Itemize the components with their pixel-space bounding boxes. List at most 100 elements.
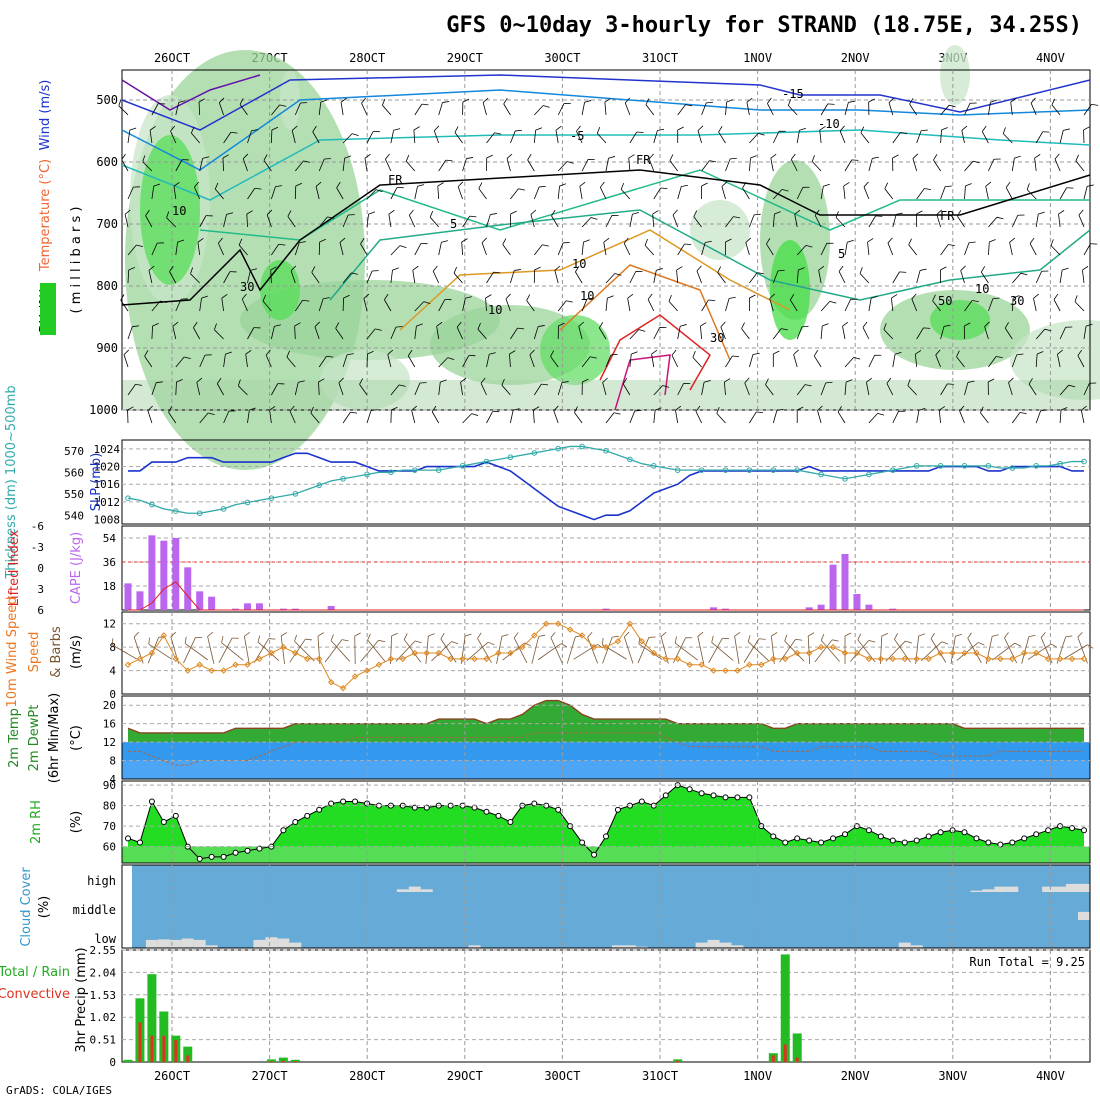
- cloud-low-bar: [910, 945, 923, 948]
- wind-barb-staff: [366, 131, 374, 144]
- wind-barb: [481, 237, 487, 256]
- wind10-barb-flag: [771, 632, 778, 637]
- wind-barb-flag: [700, 322, 707, 327]
- wind10-speed-point: [853, 649, 861, 657]
- temperature-contour: [121, 74, 1091, 131]
- wind-barb: [844, 100, 856, 116]
- wind-barb-flag: [359, 378, 364, 385]
- wind-barb: [407, 349, 416, 368]
- rh2m-point: [1033, 831, 1040, 838]
- wind10-barb: [324, 639, 349, 663]
- wind-barb-flag: [286, 350, 290, 358]
- wind-barb-staff: [653, 270, 657, 284]
- cape-bar: [172, 538, 180, 610]
- temperature-axis-label: Temperature (°C): [38, 159, 53, 272]
- wind10-speed-point: [184, 667, 191, 674]
- wind-barb: [247, 327, 261, 340]
- wind-barb-flag: [837, 406, 842, 413]
- wind-barb-flag: [315, 181, 322, 187]
- rh2m-point: [220, 853, 227, 860]
- wind-barb-staff: [1059, 410, 1062, 424]
- wind-barb-flag: [866, 377, 872, 383]
- wind-barb: [480, 377, 487, 396]
- wind-barb: [867, 238, 874, 256]
- wind-barb: [1035, 270, 1049, 284]
- wind-barb: [653, 385, 670, 396]
- precip-frame: [121, 949, 1091, 1063]
- wind-barb: [223, 410, 236, 424]
- wind-barb-flag: [896, 212, 903, 215]
- wind-barb: [533, 127, 543, 144]
- wind-barb-staff: [335, 328, 344, 340]
- wind10-barb-flag: [868, 640, 876, 643]
- wind-barb: [835, 211, 846, 228]
- wind-barb-staff: [1029, 243, 1037, 256]
- wind-barb: [605, 354, 618, 368]
- wind10-speed-point: [913, 655, 920, 663]
- wind-barb: [461, 238, 468, 256]
- wind10-barb-staff: [243, 636, 250, 664]
- wind-barb-flag: [299, 241, 307, 244]
- rh2m-point: [973, 835, 980, 842]
- wind-barb-staff: [653, 327, 661, 340]
- wind10-barb: [431, 641, 459, 662]
- cape-bar: [148, 535, 156, 610]
- wind-barb-staff: [772, 328, 782, 340]
- slp-tick-label: 1016: [94, 478, 121, 491]
- thickness-point: [268, 495, 275, 501]
- wind-barb: [294, 299, 310, 312]
- wind-barb: [269, 405, 276, 424]
- wind-barb: [1083, 323, 1093, 340]
- wind-barb-staff: [772, 131, 780, 144]
- precip-total-bar: [123, 1059, 133, 1062]
- wind-units-label: (m/s): [69, 635, 84, 669]
- rh2m-tick-label: 90: [103, 779, 116, 792]
- wind10-barb: [112, 638, 137, 660]
- wind10-barb-flag: [184, 636, 187, 644]
- wind-barb-flag: [859, 267, 863, 274]
- wind-barb: [984, 321, 990, 340]
- wind10-barb-flag: [403, 633, 408, 640]
- wind-tick-label: 12: [103, 618, 116, 631]
- wind-barb-staff: [216, 383, 224, 396]
- wind-barb-flag: [750, 155, 757, 159]
- wind-barb: [964, 380, 975, 396]
- wind10-speed-point: [196, 661, 203, 668]
- wind-barb-flag: [709, 160, 717, 163]
- wind-barb-flag: [311, 266, 316, 273]
- slp-tick-label: 1020: [94, 461, 121, 474]
- wind10-barb-staff: [747, 641, 769, 662]
- slp-frame: [121, 439, 1091, 525]
- wind-barb-staff: [247, 410, 250, 424]
- wind-barb-flag: [769, 293, 775, 299]
- wind-barb: [940, 244, 955, 256]
- wind-barb-flag: [773, 350, 780, 355]
- wind-barb-staff: [246, 213, 248, 228]
- wind-barb-staff: [194, 186, 201, 200]
- wind-barb: [1011, 412, 1027, 424]
- wind-barb-staff: [461, 242, 463, 256]
- wind-barb: [844, 379, 853, 396]
- pressure-tick-label: 1000: [89, 403, 118, 417]
- wind-barb-flag: [1051, 98, 1056, 106]
- wind-barb: [287, 210, 296, 228]
- wind-barb-flag: [587, 159, 595, 160]
- wind-barb-flag: [586, 298, 594, 300]
- rh2m-point: [1069, 825, 1076, 832]
- wind10-barb: [148, 637, 173, 660]
- wind-barb-flag: [351, 272, 358, 275]
- wind-barb: [1057, 349, 1063, 368]
- wind-barb-flag: [294, 322, 301, 327]
- wind-barb-flag: [596, 126, 601, 134]
- bottom-date-label: 1NOV: [743, 1069, 772, 1083]
- wind10-speed-point: [925, 655, 932, 663]
- cape-bar: [279, 608, 287, 610]
- wind10-barb-staff: [367, 639, 386, 663]
- wind-barb: [603, 237, 610, 256]
- thickness-point: [818, 471, 824, 478]
- wind-barb-flag: [1042, 131, 1050, 133]
- wind10-barb-staff: [112, 644, 137, 660]
- wind-barb-flag: [732, 355, 740, 358]
- wind-barb-flag: [336, 181, 341, 188]
- wind-barb-flag: [680, 324, 687, 327]
